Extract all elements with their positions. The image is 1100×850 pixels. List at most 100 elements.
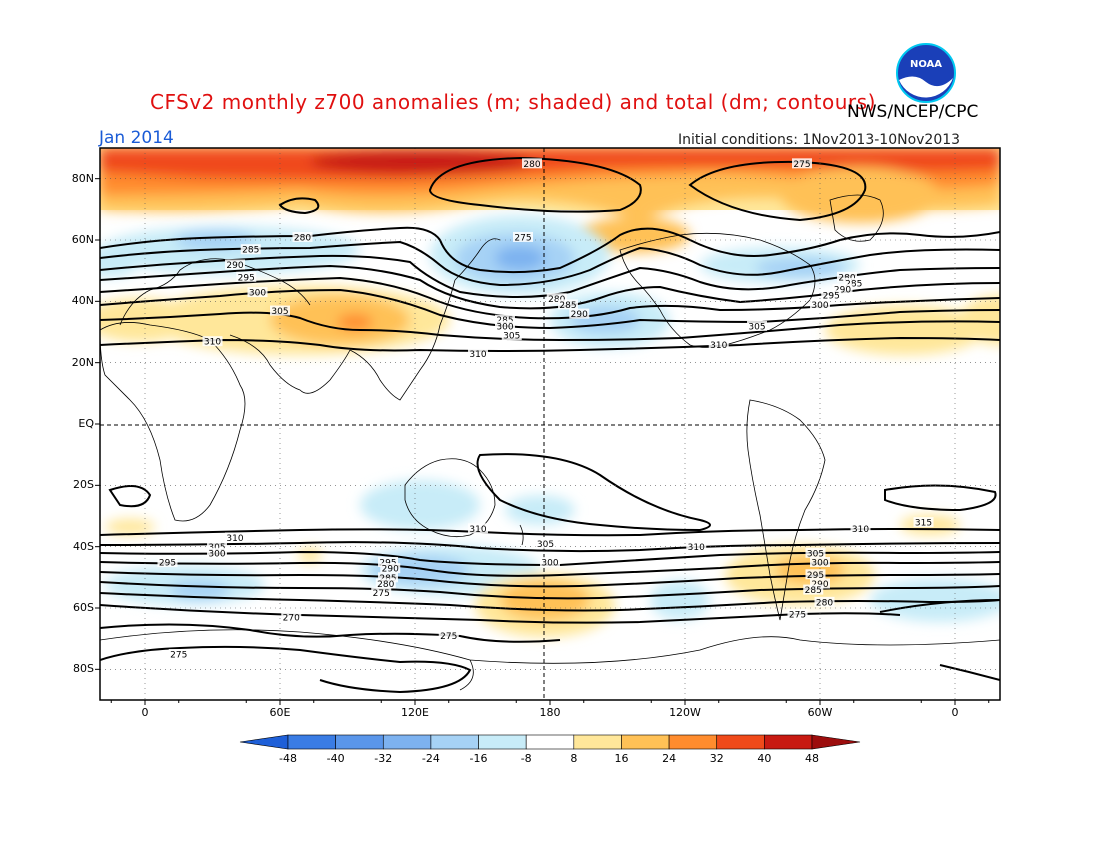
- height-contours: [100, 156, 1000, 694]
- colorbar-tick-label: -40: [326, 752, 345, 765]
- contour-label-text: 300: [249, 289, 266, 299]
- contour-label: 290: [569, 308, 590, 320]
- contour-label-text: 290: [834, 286, 851, 296]
- noaa-logo: NOAA: [896, 43, 956, 103]
- contour-label-text: 305: [271, 307, 288, 317]
- contour-label-text: 300: [208, 549, 225, 559]
- contour-label: 310: [686, 541, 707, 553]
- agency-label: NWS/NCEP/CPC: [847, 102, 979, 122]
- contour-label: 310: [468, 523, 488, 535]
- contour-label-text: 305: [503, 332, 520, 342]
- lat-label: 80S: [73, 662, 94, 676]
- initial-conditions: Initial conditions: 1Nov2013-10Nov2013: [678, 132, 961, 148]
- contour-label: 310: [202, 336, 223, 348]
- colorbar-box: [716, 734, 765, 750]
- contour-label: 310: [708, 339, 729, 351]
- lon-label: 0: [951, 706, 959, 719]
- contour-label: 310: [850, 523, 871, 535]
- contour-label: 290: [832, 284, 853, 296]
- lon-label: 120W: [669, 706, 701, 719]
- contour-label: 270: [281, 612, 302, 624]
- contour-label: 295: [236, 271, 257, 283]
- contour-label: 295: [157, 557, 178, 569]
- lon-label: 180: [539, 706, 561, 719]
- lat-label: 80N: [71, 171, 94, 185]
- colorbar-tick-label: -48: [279, 752, 297, 765]
- contour-label-text: 275: [793, 160, 810, 170]
- contour-label: 275: [438, 630, 459, 642]
- lon-label: 60E: [269, 706, 291, 719]
- contour-label: 275: [513, 231, 533, 243]
- coastlines: [100, 194, 1000, 691]
- colorbar-tick-label: -24: [421, 752, 440, 765]
- contour-label-text: 305: [807, 549, 824, 559]
- lat-label: 60S: [73, 601, 94, 614]
- contour-label: 310: [225, 532, 245, 544]
- contour-label-text: 290: [382, 565, 399, 575]
- contour-label: 300: [540, 557, 560, 569]
- contour-label-text: 300: [811, 559, 828, 569]
- contour-label-text: 310: [469, 350, 486, 360]
- contour-label: 285: [240, 244, 261, 256]
- contour-label-text: 280: [377, 580, 394, 590]
- contour-label: 300: [810, 299, 830, 311]
- contour-label-text: 295: [823, 292, 840, 302]
- contour-label-text: 275: [373, 589, 390, 599]
- lon-label: 60W: [807, 706, 833, 719]
- contour-label: 310: [468, 348, 488, 360]
- contour-label-text: 280: [523, 160, 540, 170]
- contour-label-text: 310: [469, 525, 486, 535]
- contour-label: 275: [792, 158, 812, 170]
- lat-label: 40N: [71, 294, 94, 308]
- contour-label: 285: [558, 299, 578, 311]
- colorbar-tick-label: 16: [614, 752, 629, 765]
- contour-label-text: 295: [807, 571, 824, 581]
- contour-label-text: 300: [496, 322, 513, 332]
- lat-label: EQ: [78, 417, 94, 430]
- colorbar-tick-label: 40: [757, 752, 772, 765]
- contour-label: 280: [522, 158, 542, 170]
- contour-label: 300: [810, 557, 830, 569]
- contour-label: 280: [546, 293, 567, 305]
- contour-label: 275: [371, 587, 392, 599]
- contour-label: 290: [225, 259, 245, 271]
- contour-label: 315: [913, 517, 934, 529]
- colorbar-arrow-low: [239, 734, 289, 750]
- lon-label: 120E: [401, 706, 429, 719]
- contour-label-text: 270: [283, 614, 300, 624]
- contour-label-text: 305: [748, 322, 765, 332]
- contour-label-text: 275: [440, 632, 457, 642]
- contour-label-text: 295: [238, 273, 255, 283]
- contour-label-text: 315: [915, 519, 932, 529]
- contour-label: 285: [803, 584, 824, 596]
- contour-label-text: 280: [816, 598, 833, 608]
- contour-label-text: 295: [159, 559, 176, 569]
- contour-label: 280: [292, 231, 313, 243]
- colorbar-arrow-high: [811, 734, 861, 750]
- contour-label-text: 285: [559, 301, 576, 311]
- colorbar-box: [430, 734, 479, 750]
- lat-label: 60N: [71, 233, 94, 246]
- contour-label: 305: [747, 320, 767, 332]
- noaa-logo-text: NOAA: [910, 59, 942, 70]
- contour-label: 280: [814, 596, 835, 608]
- contour-label-text: 275: [789, 611, 806, 621]
- contour-label-text: 310: [710, 341, 727, 351]
- lat-label: 40S: [73, 539, 94, 553]
- contour-label-text: 285: [845, 279, 862, 289]
- colorbar-box: [335, 734, 384, 750]
- contour-label: 280: [375, 578, 396, 590]
- contour-label-text: 300: [811, 301, 828, 311]
- colorbar-tick-label: 48: [805, 752, 819, 765]
- contour-label-text: 280: [294, 233, 311, 243]
- colorbar-box: [478, 734, 527, 750]
- contour-label: 305: [535, 538, 556, 550]
- contour-label: 295: [821, 290, 842, 302]
- gridlines: [100, 148, 1000, 700]
- contour-label-text: 275: [514, 233, 531, 243]
- lon-label: 0: [141, 706, 149, 719]
- colorbar-tick-label: -8: [520, 752, 532, 765]
- contour-label: 305: [501, 330, 522, 342]
- lat-label: 20S: [73, 478, 94, 492]
- colorbar-box: [525, 734, 575, 750]
